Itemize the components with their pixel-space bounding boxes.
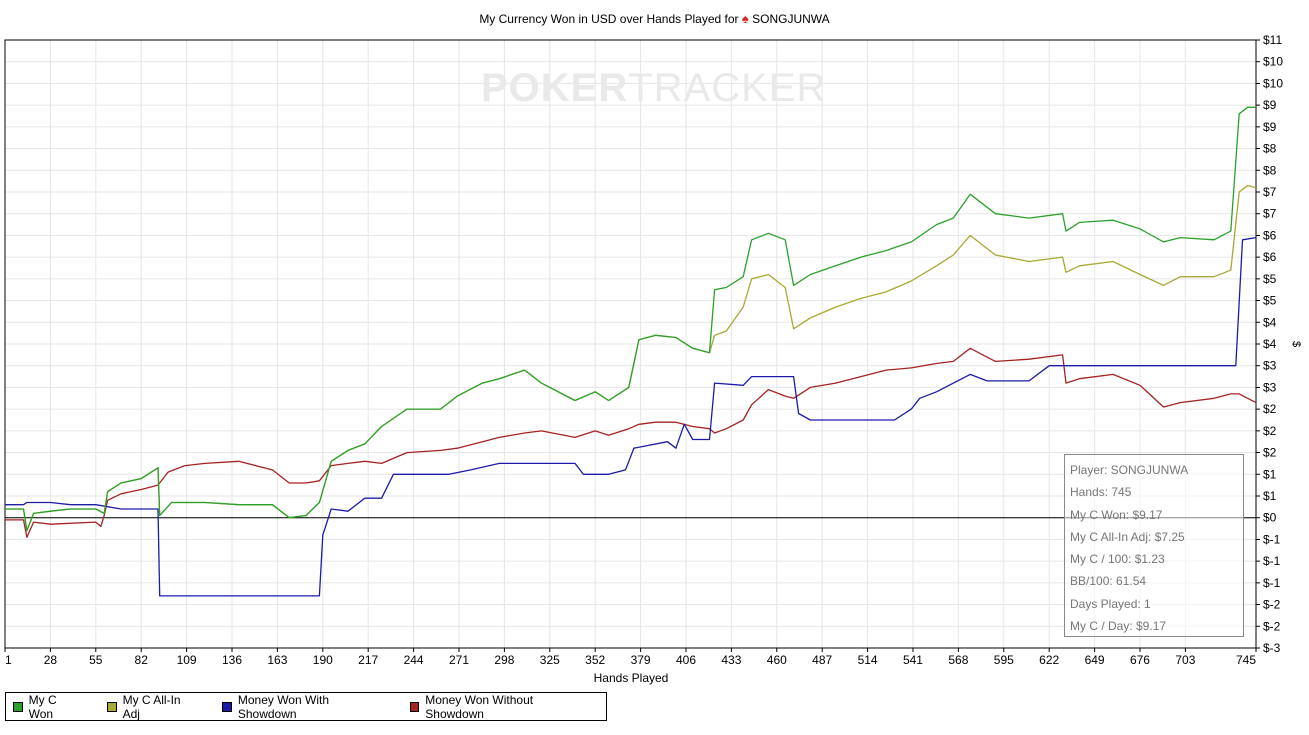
y-tick-label: $5 bbox=[1263, 272, 1277, 286]
stat-bb100: BB/100: 61.54 bbox=[1070, 574, 1147, 589]
x-tick-label: 676 bbox=[1130, 653, 1150, 667]
y-tick-label: $2 bbox=[1263, 402, 1277, 416]
x-tick-label: 622 bbox=[1039, 653, 1059, 667]
chart-title-player: SONGJUNWA bbox=[752, 12, 830, 26]
y-tick-label: $4 bbox=[1263, 315, 1277, 329]
chart-title: My Currency Won in USD over Hands Played… bbox=[0, 11, 1309, 26]
x-tick-label: 514 bbox=[858, 653, 878, 667]
y-axis: $-3 $-2 $-2 $-1 $-1 $-1 $0 $1 $1 $2 $2 $2 $3 $3 $4 $4 $5… bbox=[1256, 33, 1283, 655]
x-tick-label: 406 bbox=[676, 653, 696, 667]
y-tick-label: $5 bbox=[1263, 294, 1277, 308]
y-tick-label: $-2 bbox=[1263, 619, 1281, 633]
y-tick-label: $-3 bbox=[1263, 641, 1281, 655]
x-tick-label: 28 bbox=[44, 653, 58, 667]
y-tick-label: $-2 bbox=[1263, 598, 1281, 612]
chart-title-text: My Currency Won in USD over Hands Played… bbox=[479, 12, 739, 26]
legend-label: Money Won Without Showdown bbox=[425, 692, 534, 721]
watermark-poker: POKER bbox=[481, 66, 629, 110]
series-line-money-won-with-showdown bbox=[5, 236, 1257, 597]
y-tick-label: $6 bbox=[1263, 228, 1277, 242]
x-axis: 1 28 55 82 109 136 163 190 217 244 271 298 325 352 379… bbox=[4, 648, 1257, 667]
series-line-my-c-won bbox=[5, 106, 1256, 532]
legend-item-money-won-with-showdown[interactable]: Money Won With Showdown bbox=[222, 693, 384, 721]
stat-player: Player: SONGJUNWA bbox=[1070, 463, 1189, 477]
y-tick-label: $9 bbox=[1263, 98, 1277, 112]
y-tick-label: $-1 bbox=[1263, 576, 1281, 590]
legend: My C Won My C All-In Adj Money Won With … bbox=[5, 692, 607, 721]
y-tick-label: $4 bbox=[1263, 337, 1277, 351]
x-axis-label: Hands Played bbox=[593, 671, 669, 685]
stat-perday: My C / Day: $9.17 bbox=[1070, 619, 1167, 634]
y-tick-label: $2 bbox=[1263, 446, 1277, 460]
stat-allin: My C All-In Adj: $7.25 bbox=[1070, 529, 1185, 544]
y-tick-label: $7 bbox=[1263, 185, 1277, 199]
x-tick-label: 433 bbox=[721, 653, 741, 667]
x-tick-label: 460 bbox=[767, 653, 787, 667]
y-tick-label: $8 bbox=[1263, 163, 1277, 177]
spade-icon: ♠ bbox=[741, 11, 749, 26]
y-axis-unit: $ bbox=[1290, 340, 1303, 348]
y-tick-label: $6 bbox=[1263, 250, 1277, 264]
y-tick-label: $3 bbox=[1263, 380, 1277, 394]
legend-swatch bbox=[222, 701, 232, 712]
y-tick-label: $8 bbox=[1263, 142, 1277, 156]
watermark-tracker: TRACKER bbox=[628, 66, 827, 110]
y-tick-label: $2 bbox=[1263, 424, 1277, 438]
legend-swatch bbox=[106, 701, 117, 712]
stat-hands: Hands: 745 bbox=[1070, 485, 1132, 500]
x-tick-label: 379 bbox=[631, 653, 651, 667]
y-tick-label: $1 bbox=[1263, 489, 1277, 503]
x-tick-label: 298 bbox=[494, 653, 514, 667]
legend-item-my-c-all-in-adj[interactable]: My C All-In Adj bbox=[106, 692, 197, 721]
legend-swatch bbox=[409, 701, 420, 712]
legend-label: Money Won With Showdown bbox=[237, 692, 329, 721]
legend-swatch bbox=[13, 701, 23, 712]
legend-item-money-won-without-showdown[interactable]: Money Won Without Showdown bbox=[409, 692, 588, 721]
x-tick-label: 271 bbox=[449, 653, 469, 667]
stat-days: Days Played: 1 bbox=[1070, 596, 1151, 611]
x-tick-label: 136 bbox=[222, 653, 242, 667]
pokertracker-watermark: POKERTRACKER bbox=[481, 66, 826, 111]
y-tick-label: $-1 bbox=[1263, 532, 1281, 546]
y-tick-label: $9 bbox=[1263, 120, 1277, 134]
x-tick-label: 568 bbox=[948, 653, 968, 667]
x-tick-label: 745 bbox=[1236, 653, 1256, 667]
x-tick-label: 109 bbox=[177, 653, 197, 667]
x-tick-label: 703 bbox=[1175, 653, 1195, 667]
x-tick-label: 595 bbox=[994, 653, 1014, 667]
y-tick-label: $10 bbox=[1263, 76, 1283, 90]
x-tick-label: 244 bbox=[404, 653, 424, 667]
x-tick-label: 487 bbox=[812, 653, 832, 667]
legend-label: My C All-In Adj bbox=[122, 692, 181, 721]
x-tick-label: 82 bbox=[135, 653, 149, 667]
x-tick-label: 190 bbox=[313, 653, 333, 667]
y-tick-label: $3 bbox=[1263, 359, 1277, 373]
x-tick-label: 1 bbox=[5, 653, 12, 667]
y-tick-label: $-1 bbox=[1263, 554, 1281, 568]
y-tick-label: $7 bbox=[1263, 207, 1277, 221]
x-tick-label: 541 bbox=[903, 653, 923, 667]
y-tick-label: $10 bbox=[1263, 55, 1283, 69]
x-tick-label: 352 bbox=[585, 653, 605, 667]
legend-label: My C Won bbox=[28, 692, 57, 721]
y-tick-label: $1 bbox=[1263, 467, 1277, 481]
series-line-money-won-without-showdown bbox=[5, 347, 1257, 538]
y-tick-label: $11 bbox=[1263, 33, 1282, 47]
x-tick-label: 649 bbox=[1085, 653, 1105, 667]
x-tick-label: 55 bbox=[89, 653, 103, 667]
x-tick-label: 217 bbox=[358, 653, 378, 667]
x-tick-label: 325 bbox=[540, 653, 560, 667]
stat-won: My C Won: $9.17 bbox=[1070, 507, 1163, 522]
legend-item-my-c-won[interactable]: My C Won bbox=[13, 693, 82, 721]
y-tick-label: $0 bbox=[1263, 511, 1277, 525]
x-tick-label: 163 bbox=[267, 653, 287, 667]
stats-box: Player: SONGJUNWA Hands: 745 My C Won: $… bbox=[1064, 454, 1244, 637]
stat-per100: My C / 100: $1.23 bbox=[1070, 552, 1165, 567]
series-lines bbox=[5, 106, 1257, 597]
